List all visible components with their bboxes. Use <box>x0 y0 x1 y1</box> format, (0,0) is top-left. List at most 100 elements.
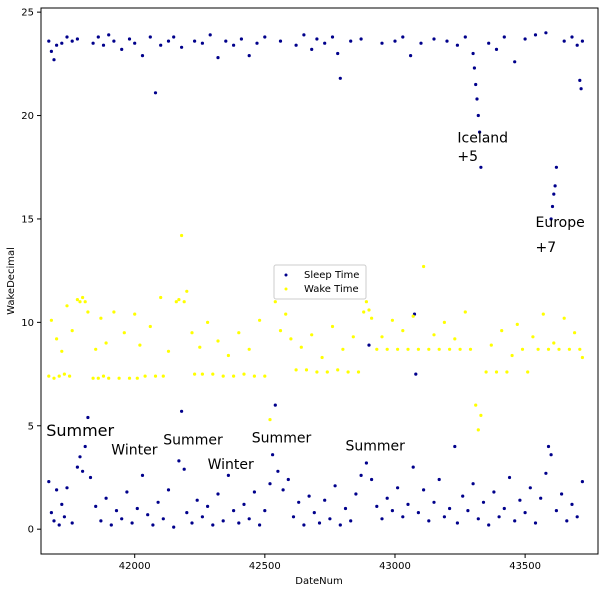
sleep-point <box>247 517 251 521</box>
sleep-point <box>135 506 139 511</box>
data-points <box>47 31 585 529</box>
wake-point <box>166 349 171 353</box>
sleep-point <box>513 519 517 523</box>
sleep-point <box>55 488 59 492</box>
x-tick-label: 43000 <box>379 561 411 572</box>
sleep-point <box>448 506 452 511</box>
sleep-point <box>271 453 275 457</box>
sleep-point <box>177 459 181 463</box>
wake-point <box>211 372 215 376</box>
legend-wake-label: Wake Time <box>304 284 359 295</box>
wake-point <box>510 353 514 358</box>
wake-point <box>531 335 535 339</box>
sleep-point <box>445 39 449 43</box>
wake-point <box>226 353 230 358</box>
wake-point <box>562 316 566 320</box>
wake-point <box>86 310 90 314</box>
wake-point <box>526 370 530 374</box>
sleep-point <box>364 461 368 465</box>
wake-point <box>57 374 61 378</box>
wake-point <box>479 413 483 417</box>
wake-point <box>401 329 405 333</box>
annotation-label: Summer <box>252 430 312 446</box>
legend: Sleep Time Wake Time <box>273 264 367 300</box>
sleep-point <box>221 519 225 523</box>
y-axis-label: WakeDecimal <box>6 247 17 315</box>
sleep-point <box>502 506 506 511</box>
wake-point <box>458 347 462 351</box>
wake-point <box>78 300 82 304</box>
sleep-point <box>553 184 557 188</box>
wake-point <box>200 372 204 376</box>
sleep-point <box>307 494 311 498</box>
x-tick-label: 42000 <box>119 561 151 572</box>
sleep-point <box>406 502 410 506</box>
wake-point <box>453 337 457 341</box>
wake-point <box>237 331 241 335</box>
annotation-label: Iceland <box>457 130 508 146</box>
sleep-point <box>78 455 82 459</box>
sleep-point <box>338 76 342 80</box>
wake-point <box>193 372 197 376</box>
sleep-point <box>575 515 579 519</box>
sleep-point <box>359 37 363 41</box>
annotation-label: Winter <box>208 457 254 473</box>
sleep-point <box>200 515 204 519</box>
wake-point <box>258 318 262 322</box>
sleep-point <box>190 521 194 525</box>
sleep-point <box>323 498 327 502</box>
legend-sleep-label: Sleep Time <box>304 270 359 281</box>
sleep-point <box>478 130 482 134</box>
sleep-point <box>112 39 116 43</box>
wake-point <box>127 376 132 380</box>
wake-point <box>489 343 493 347</box>
sleep-point <box>359 473 363 477</box>
sleep-point <box>471 482 475 486</box>
wake-point <box>174 300 178 304</box>
sleep-point <box>419 41 423 45</box>
wake-point <box>416 347 420 351</box>
sleep-point <box>107 33 111 37</box>
sleep-point <box>343 506 348 511</box>
wake-point <box>182 300 186 304</box>
wake-point <box>552 341 556 345</box>
wake-point <box>247 347 251 351</box>
wake-point <box>60 349 64 353</box>
sleep-point <box>487 41 491 45</box>
wake-point <box>161 374 165 378</box>
sleep-point <box>75 465 79 469</box>
sleep-point <box>544 31 548 35</box>
wake-point <box>567 347 572 351</box>
sleep-point <box>180 409 184 413</box>
sleep-point <box>494 47 499 52</box>
y-tick-label: 20 <box>21 111 34 122</box>
wake-point <box>83 300 87 304</box>
sleep-point <box>393 39 397 43</box>
sleep-point <box>130 521 134 525</box>
annotations: Summer Winter Summer Winter Summer Summer Icel… <box>46 130 585 473</box>
sleep-point <box>94 504 98 508</box>
sleep-point <box>411 465 415 469</box>
sleep-point <box>437 477 441 482</box>
sleep-point <box>146 513 150 517</box>
wake-point <box>232 374 236 378</box>
wake-point <box>515 322 519 326</box>
annotation-label: Summer <box>46 421 114 440</box>
sleep-point <box>263 509 267 513</box>
sleep-point <box>226 473 230 477</box>
wake-point <box>68 374 72 378</box>
wake-point <box>330 324 335 329</box>
sleep-point <box>385 496 389 500</box>
wake-point <box>133 312 137 316</box>
sleep-point <box>247 54 251 58</box>
sleep-point <box>580 39 585 43</box>
wake-point <box>362 310 366 314</box>
wake-point <box>541 312 545 316</box>
wake-point <box>463 310 467 314</box>
sleep-point <box>206 504 210 508</box>
wake-point <box>242 372 246 376</box>
sleep-point <box>185 510 189 515</box>
sleep-point <box>507 475 512 480</box>
x-axis-ticks: 42000 42500 43000 43500 <box>119 554 541 572</box>
